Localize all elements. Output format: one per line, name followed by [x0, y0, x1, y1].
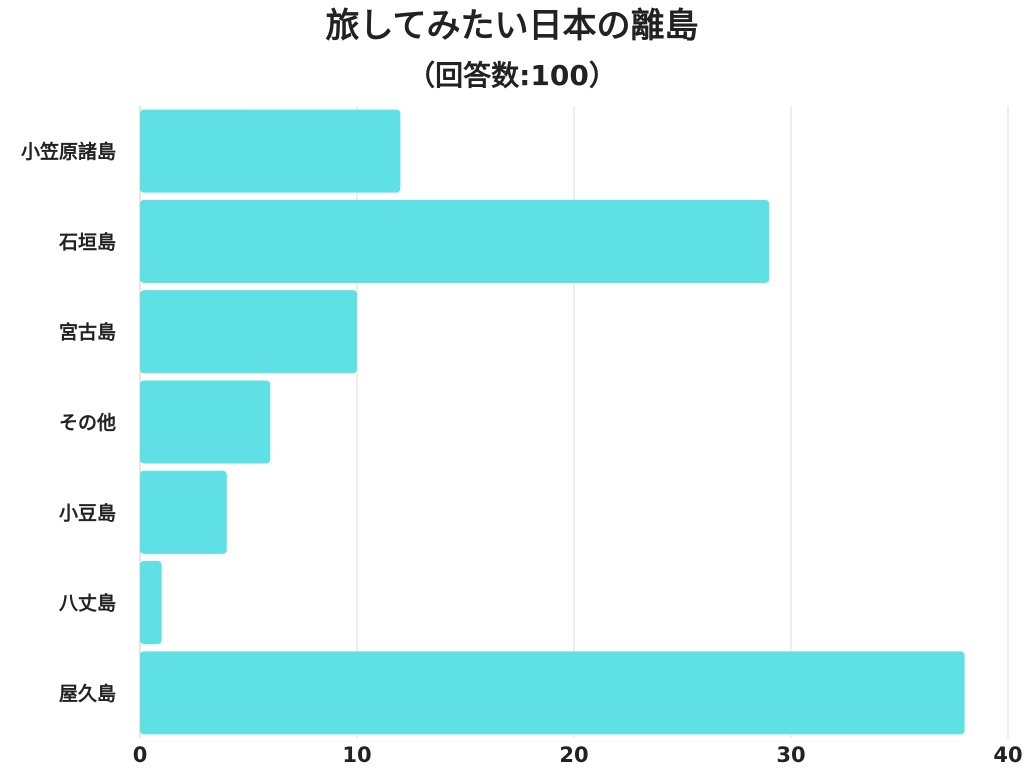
bars [140, 109, 965, 735]
bar-7 [140, 651, 965, 735]
x-tick-labels: 0 10 20 30 40 [133, 743, 1023, 767]
x-tick-label-40: 40 [993, 743, 1022, 767]
chart-title: 旅してみたい日本の離島 [325, 6, 699, 46]
category-label-4: その他 [59, 411, 116, 434]
bar-2 [140, 199, 770, 283]
x-tick-label-10: 10 [342, 743, 371, 767]
bar-4 [140, 380, 271, 464]
category-label-5: 小豆島 [59, 501, 116, 524]
bar-5 [140, 470, 227, 554]
x-tick-label-30: 30 [776, 743, 805, 767]
category-label-1: 小笠原諸島 [21, 140, 116, 163]
category-label-7: 屋久島 [59, 682, 116, 705]
category-label-6: 八丈島 [59, 592, 116, 615]
chart-subtitle: （回答数:100） [407, 59, 617, 92]
bar-3 [140, 290, 357, 374]
category-label-2: 石垣島 [58, 230, 116, 253]
x-tick-label-20: 20 [559, 743, 588, 767]
bar-1 [140, 109, 401, 193]
x-tick-label-0: 0 [133, 743, 148, 767]
category-label-3: 宮古島 [59, 321, 116, 344]
bar-6 [140, 561, 162, 645]
